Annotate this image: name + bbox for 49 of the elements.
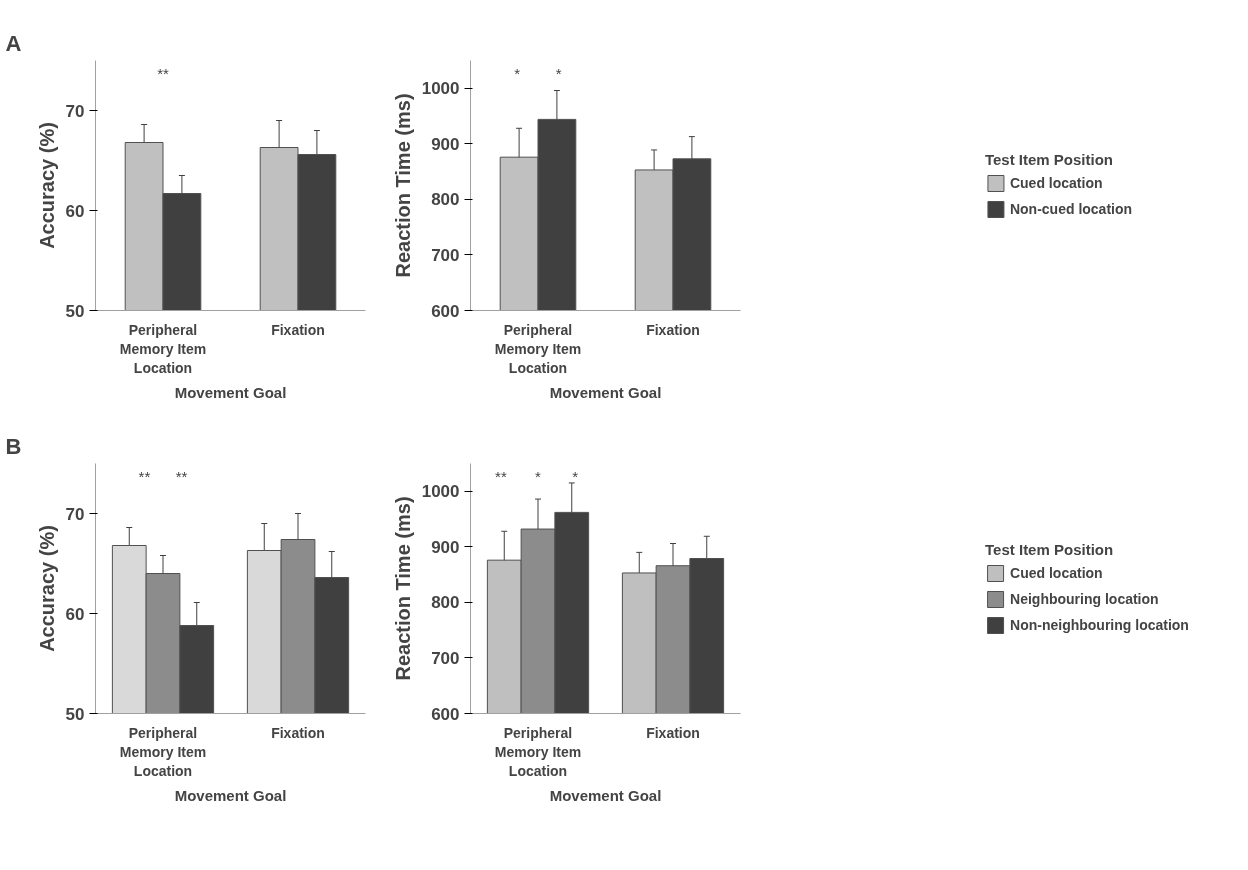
y-axis-title: Accuracy (%) <box>35 122 58 249</box>
x-tick-label: Fixation <box>271 724 325 741</box>
annotation: ** <box>138 467 151 485</box>
x-axis-title: Movement Goal <box>549 786 662 804</box>
y-tick-label: 800 <box>431 593 460 613</box>
annotation: ** <box>157 64 169 82</box>
y-tick-label: 900 <box>431 537 460 557</box>
x-tick-label: Fixation <box>271 321 325 338</box>
legend-label: Non-neighbouring location <box>1010 617 1189 633</box>
y-tick-label: 50 <box>65 301 85 321</box>
legend-label: Neighbouring location <box>1010 591 1159 607</box>
y-axis-title: Reaction Time (ms) <box>391 496 414 681</box>
legend-label: Cued location <box>1010 565 1103 581</box>
y-tick-label: 800 <box>431 190 460 210</box>
y-tick-label: 700 <box>431 648 460 668</box>
y-tick-label: 1000 <box>421 79 460 99</box>
x-tick-label: Peripheral Memory Item Location <box>119 724 207 779</box>
annotation: ** <box>495 467 507 485</box>
y-tick-label: 600 <box>431 301 460 321</box>
y-tick-label: 700 <box>431 245 460 265</box>
chart-title: A <box>5 30 22 56</box>
legend-label: Cued location <box>1009 175 1103 191</box>
y-tick-label: 60 <box>65 604 85 624</box>
x-axis-title: Movement Goal <box>549 383 662 401</box>
y-tick-label: 60 <box>65 201 85 221</box>
y-tick-label: 900 <box>431 134 460 154</box>
annotation: * <box>572 467 579 485</box>
annotation: * <box>514 64 521 82</box>
x-tick-label: Fixation <box>646 724 700 741</box>
y-tick-label: 50 <box>65 704 85 724</box>
x-tick-label: Peripheral Memory Item Location <box>494 724 582 779</box>
y-tick-label: 600 <box>431 704 460 724</box>
chart-title: B <box>5 433 22 459</box>
annotation: * <box>535 467 542 485</box>
legend-title: Test Item Position <box>985 541 1115 558</box>
x-tick-label: Peripheral Memory Item Location <box>494 321 582 376</box>
x-tick-label: Peripheral Memory Item Location <box>119 321 207 376</box>
y-tick-label: 70 <box>65 504 85 524</box>
y-tick-label: 1000 <box>421 482 460 502</box>
annotation: * <box>555 64 562 82</box>
x-axis-title: Movement Goal <box>174 786 287 804</box>
y-axis-title: Reaction Time (ms) <box>391 93 414 278</box>
x-axis-title: Movement Goal <box>174 383 287 401</box>
x-tick-label: Fixation <box>646 321 700 338</box>
y-tick-label: 70 <box>65 101 85 121</box>
legend-label: Non-cued location <box>1009 201 1133 217</box>
legend-title: Test Item Position <box>984 151 1114 168</box>
y-axis-title: Accuracy (%) <box>35 525 58 652</box>
annotation: ** <box>175 467 188 485</box>
